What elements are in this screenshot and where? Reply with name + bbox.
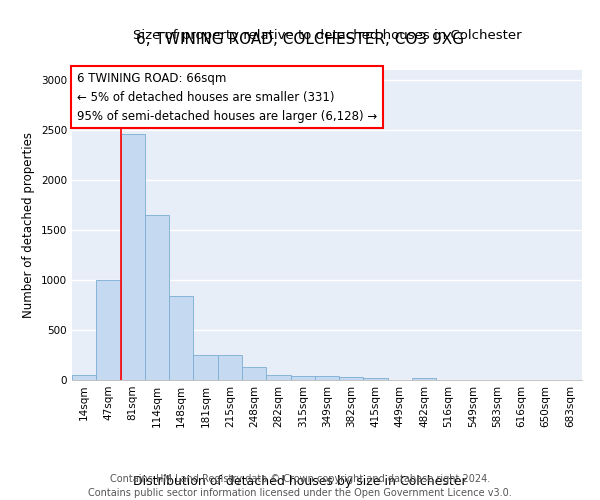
Text: 6 TWINING ROAD: 66sqm
← 5% of detached houses are smaller (331)
95% of semi-deta: 6 TWINING ROAD: 66sqm ← 5% of detached h… [77,72,377,122]
Bar [218,355,242,380]
Bar [266,375,290,380]
Bar [96,280,121,380]
Bar [412,378,436,380]
Bar [72,374,96,380]
Bar [339,376,364,380]
Bar [242,367,266,380]
Bar [193,354,218,380]
Bar [364,378,388,380]
Bar [121,134,145,380]
Bar [315,376,339,380]
Title: Size of property relative to detached houses in Colchester: Size of property relative to detached ho… [133,30,521,43]
Text: Contains HM Land Registry data © Crown copyright and database right 2024.
Contai: Contains HM Land Registry data © Crown c… [88,474,512,498]
Y-axis label: Number of detached properties: Number of detached properties [22,132,35,318]
Bar [290,376,315,380]
Bar [169,296,193,380]
Bar [145,215,169,380]
Text: 6, TWINING ROAD, COLCHESTER, CO3 9XG: 6, TWINING ROAD, COLCHESTER, CO3 9XG [136,32,464,48]
Text: Distribution of detached houses by size in Colchester: Distribution of detached houses by size … [133,474,467,488]
